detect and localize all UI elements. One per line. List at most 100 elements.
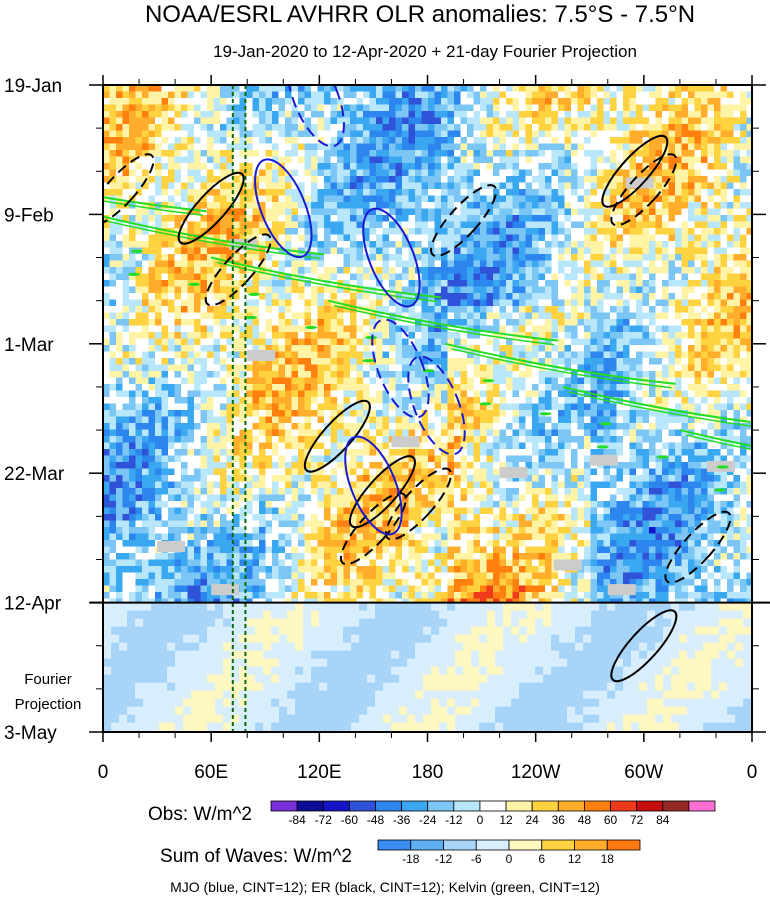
kelvin-contour	[451, 348, 672, 389]
axes: 0 60E 120E 180 120W 60W 0 19-Jan 9-Feb 1-Mar 22-Ma…	[4, 75, 766, 783]
kelvin-contour	[328, 299, 559, 342]
er-contour	[204, 233, 272, 307]
colorbar-swatch	[541, 839, 575, 851]
kelvin-dash	[596, 445, 609, 449]
kelvin-dash	[127, 272, 140, 276]
colorbar-swatch	[348, 800, 376, 812]
colorbar-label: 12	[499, 813, 513, 827]
er-contour	[610, 153, 678, 227]
er-contour	[103, 153, 155, 227]
footer-note: MJO (blue, CINT=12); ER (black, CINT=12)…	[170, 879, 600, 895]
y-tick-label: 19-Jan	[4, 76, 62, 97]
mjo-contour	[371, 318, 430, 419]
kelvin-dash	[539, 412, 552, 416]
colorbar-swatch	[574, 839, 608, 851]
er-contour	[601, 134, 669, 208]
colorbar-label: -12	[445, 813, 463, 827]
colorbar-swatch	[443, 839, 477, 851]
kelvin-contour	[568, 391, 752, 428]
kelvin-contour	[103, 200, 203, 217]
colorbar-label: 60	[604, 813, 618, 827]
mjo-contour	[286, 85, 345, 148]
colorbar-swatch	[636, 800, 664, 812]
colorbar-swatch	[410, 839, 444, 851]
chart-subtitle: 19-Jan-2020 to 12-Apr-2020 + 21-day Four…	[213, 42, 637, 61]
kelvin-dash	[716, 465, 729, 469]
colorbar-label: -72	[315, 813, 333, 827]
colorbar-swatch	[584, 800, 611, 812]
colorbar-swatch	[427, 800, 455, 812]
er-contour	[384, 467, 452, 541]
kelvin-dash	[71, 240, 83, 243]
colorbar-label: -6	[471, 852, 482, 866]
colorbar-label: 24	[525, 813, 539, 827]
kelvin-dash	[656, 455, 669, 459]
colorbar-swatch	[505, 800, 533, 812]
chart-title: NOAA/ESRL AVHRR OLR anomalies: 7.5°S - 7…	[145, 1, 695, 28]
reference-lines	[231, 85, 247, 732]
colorbar-swatch	[375, 800, 402, 812]
colorbar-label: 72	[630, 813, 644, 827]
colorbar-swatch	[557, 800, 585, 812]
colorbar-swatch	[270, 800, 298, 812]
kelvin-contour	[0, 133, 86, 172]
x-tick-label: 120E	[297, 762, 341, 783]
colorbar-label: -24	[419, 813, 437, 827]
colorbar-swatch	[479, 800, 507, 812]
mjo-contours	[254, 85, 466, 536]
x-tick-label: 60W	[624, 762, 663, 783]
mjo-contour	[407, 355, 466, 456]
obs-anomaly-field	[103, 85, 752, 606]
waves-colorbar-label: Sum of Waves: W/m^2	[160, 846, 352, 867]
er-contour	[430, 184, 498, 258]
colorbar-swatch	[296, 800, 324, 812]
colorbar-swatch	[377, 839, 412, 851]
er-contour	[610, 609, 678, 683]
x-tick-label: 120W	[511, 762, 561, 783]
kelvin-dash	[365, 335, 378, 340]
colorbar-label: 48	[578, 813, 592, 827]
kelvin-contour	[0, 128, 90, 168]
er-contour	[339, 492, 407, 566]
x-tick-label: 0	[98, 762, 109, 783]
colorbar-label: 36	[552, 813, 566, 827]
kelvin-contour	[216, 261, 438, 303]
er-contour	[177, 171, 245, 245]
kelvin-dash	[247, 292, 260, 296]
kelvin-dash	[305, 325, 318, 330]
kelvin-dash	[482, 379, 495, 383]
colorbar-label: 0	[506, 852, 513, 866]
waves-colorbar: -18 -12 -6 0 6 12 18	[377, 839, 641, 866]
kelvin-contour	[103, 215, 325, 256]
projection-label-line1: Fourier	[24, 671, 72, 688]
y-tick-label: 3-May	[4, 723, 57, 744]
kelvin-contour	[210, 256, 442, 299]
colorbar-swatch	[322, 800, 350, 812]
colorbar-swatch	[508, 839, 543, 851]
mjo-contour	[344, 435, 403, 536]
kelvin-contour	[103, 196, 207, 213]
colorbar-label: -60	[341, 813, 359, 827]
colorbar-label: -18	[402, 852, 420, 866]
colorbar-swatch	[531, 800, 559, 812]
kelvin-dash	[362, 359, 375, 363]
kelvin-dash	[479, 402, 492, 406]
projection-label-line2: Projection	[15, 696, 82, 713]
kelvin-contour	[334, 304, 555, 346]
y-tick-label: 12-Apr	[4, 594, 62, 615]
colorbar-label: -84	[288, 813, 306, 827]
hovmoller-plot-area: 0 60E 120E 180 120W 60W 0 19-Jan 9-Feb 1-Mar 22-Ma…	[0, 75, 770, 783]
y-tick-label: 9-Feb	[4, 205, 54, 226]
kelvin-contours	[0, 128, 752, 492]
obs-colorbar-label: Obs: W/m^2	[148, 804, 252, 825]
mjo-contour	[254, 158, 313, 259]
colorbar-label: -36	[393, 813, 411, 827]
colorbar-swatch	[401, 800, 429, 812]
colorbar-label: 6	[538, 852, 545, 866]
x-tick-label: 0	[747, 762, 758, 783]
kelvin-dash	[130, 249, 143, 253]
kelvin-dash	[187, 282, 200, 286]
x-tick-label: 60E	[194, 762, 228, 783]
kelvin-dash	[422, 369, 435, 373]
kelvin-dash	[245, 315, 258, 320]
